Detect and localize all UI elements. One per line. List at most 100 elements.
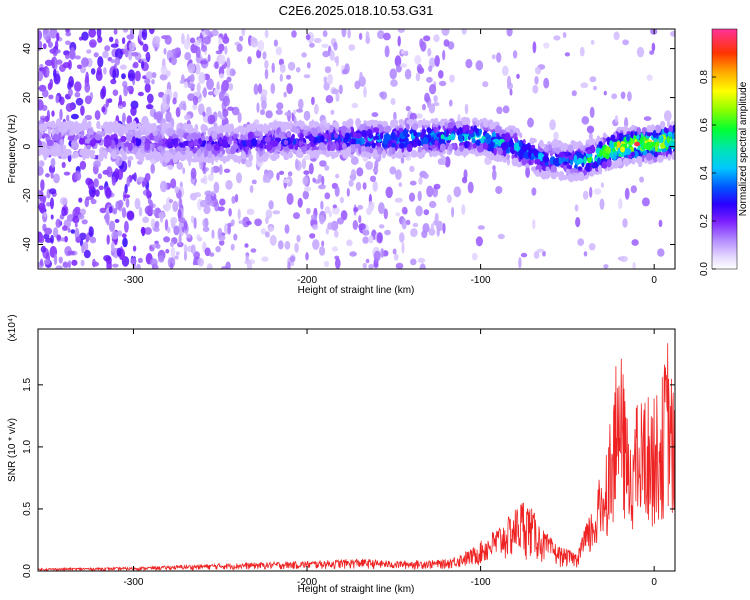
noise-cell <box>90 198 97 205</box>
noise-cell <box>49 48 57 54</box>
noise-cell <box>206 263 213 269</box>
ridge-cell <box>445 128 449 137</box>
noise-cell <box>145 71 153 80</box>
noise-cell <box>301 157 307 170</box>
noise-cell <box>202 111 206 117</box>
noise-cell <box>256 102 260 113</box>
ridge-cell <box>360 146 367 152</box>
ridge-cell <box>341 143 347 150</box>
ridge-cell <box>111 151 115 156</box>
noise-cell <box>51 110 55 117</box>
noise-cell <box>328 210 332 218</box>
ridge-cell <box>489 121 495 130</box>
noise-cell <box>409 180 417 186</box>
noise-cell <box>393 111 397 121</box>
noise-cell <box>649 50 655 55</box>
noise-cell <box>443 39 450 47</box>
noise-cell <box>198 72 206 84</box>
ridge-cell <box>518 140 523 148</box>
noise-cell <box>399 63 408 68</box>
ridge-cell <box>421 128 427 136</box>
noise-cell <box>124 183 128 194</box>
noise-cell <box>312 239 320 250</box>
ridge-cell <box>558 151 565 158</box>
noise-cell <box>422 223 430 233</box>
noise-cell <box>159 180 168 193</box>
ridge-cell <box>550 172 557 180</box>
noise-cell <box>286 74 291 80</box>
noise-cell <box>362 236 369 244</box>
noise-cell <box>68 76 74 87</box>
noise-cell <box>348 44 356 51</box>
noise-cell <box>362 229 370 236</box>
noise-cell <box>187 62 196 74</box>
noise-cell <box>301 52 307 58</box>
ridge-cell <box>620 146 625 153</box>
ridge-cell <box>627 127 635 132</box>
noise-cell <box>81 31 89 41</box>
noise-cell <box>198 37 202 44</box>
ridge-cell <box>204 148 208 158</box>
noise-cell <box>53 173 60 184</box>
ridge-cell <box>259 142 264 149</box>
ridge-cell <box>286 130 292 138</box>
noise-cell <box>401 218 407 230</box>
ridge-cell <box>434 117 439 125</box>
ridge-cell <box>610 134 616 141</box>
ridge-cell <box>149 133 154 140</box>
ridge-cell <box>577 166 582 171</box>
noise-cell <box>111 176 117 186</box>
noise-cell <box>154 220 160 229</box>
noise-cell <box>151 72 157 79</box>
ridge-cell <box>545 166 550 172</box>
ridge-cell <box>387 134 391 142</box>
ridge-cell <box>87 120 92 129</box>
colorbar-tick-label: 0.8 <box>699 70 710 84</box>
noise-cell <box>147 197 151 205</box>
noise-cell <box>262 51 267 60</box>
ridge-cell <box>248 154 253 162</box>
ridge-cell <box>193 139 198 147</box>
noise-cell <box>58 256 63 264</box>
noise-cell <box>38 189 41 199</box>
ridge-cell <box>355 118 361 127</box>
noise-cell <box>430 223 434 232</box>
ridge-cell <box>270 129 275 136</box>
noise-cell <box>164 219 169 231</box>
noise-cell <box>89 236 97 244</box>
noise-cell <box>348 179 354 187</box>
noise-cell <box>121 73 126 80</box>
noise-cell <box>389 68 397 80</box>
noise-cell <box>95 189 100 197</box>
noise-cell <box>491 54 496 60</box>
ridge-cell <box>70 122 77 128</box>
noise-cell <box>193 217 197 229</box>
noise-cell <box>250 39 259 48</box>
noise-cell <box>575 217 581 228</box>
ridge-cell <box>484 133 490 138</box>
noise-cell <box>434 212 439 224</box>
noise-cell <box>284 111 293 117</box>
noise-cell <box>429 57 436 68</box>
noise-cell <box>56 32 60 41</box>
noise-cell <box>172 200 179 212</box>
noise-cell <box>319 246 326 256</box>
noise-cell <box>295 67 301 73</box>
ridge-cell <box>355 132 362 139</box>
ridge-cell <box>462 123 469 131</box>
noise-cell <box>137 91 144 97</box>
ridge-cell <box>433 151 439 157</box>
noise-cell <box>264 172 272 184</box>
noise-cell <box>65 103 73 112</box>
ridge-cell <box>383 126 387 132</box>
noise-cell <box>204 29 210 36</box>
noise-cell <box>423 209 430 216</box>
noise-cell <box>182 103 187 111</box>
ridge-cell <box>364 142 371 148</box>
noise-cell <box>401 206 408 215</box>
ridge-cell <box>320 124 325 133</box>
noise-cell <box>121 100 127 108</box>
ridge-cell <box>543 146 549 152</box>
noise-cell <box>112 263 119 268</box>
noise-cell <box>549 119 556 131</box>
